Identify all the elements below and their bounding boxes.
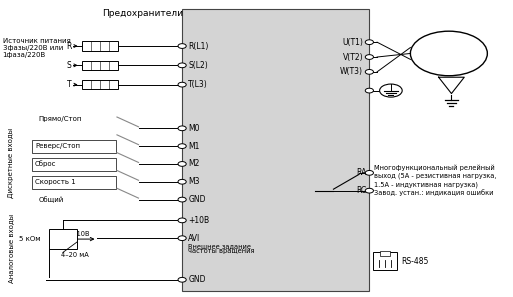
Circle shape [365,188,373,193]
Text: M2: M2 [188,159,200,168]
Text: Реверс/Стоп: Реверс/Стоп [35,143,80,149]
Text: RC: RC [357,186,367,195]
Text: M: M [443,47,455,60]
Text: Аналоговые входы: Аналоговые входы [8,214,14,282]
Circle shape [178,63,186,68]
Text: 5 кОм: 5 кОм [19,236,41,242]
Text: Многофункциональный релейный: Многофункциональный релейный [374,165,495,171]
Circle shape [178,82,186,87]
Bar [182,9,369,291]
Bar [373,252,397,270]
Text: RS-485: RS-485 [402,257,429,266]
Text: AVI: AVI [188,234,201,243]
Text: M1: M1 [188,142,200,151]
Bar [82,61,118,70]
Text: 4–20 мА: 4–20 мА [61,252,88,258]
Text: RA: RA [357,168,367,177]
Text: 0–10В: 0–10В [69,231,90,237]
Circle shape [365,55,373,59]
Text: R(L1): R(L1) [188,42,209,50]
Circle shape [178,126,186,131]
Bar [32,140,116,153]
Text: 1фаза/220В: 1фаза/220В [3,52,46,58]
Text: частоты вращения: частоты вращения [188,248,255,254]
Circle shape [178,197,186,202]
Text: Завод. устан.: индикация ошибки: Завод. устан.: индикация ошибки [374,189,494,196]
Circle shape [178,44,186,48]
Circle shape [365,88,373,93]
Bar [82,41,118,51]
Circle shape [178,179,186,184]
Text: T(L3): T(L3) [188,80,208,89]
Text: Сброс: Сброс [35,161,56,167]
Circle shape [178,144,186,148]
Circle shape [365,69,373,74]
Circle shape [178,162,186,166]
Text: Общий: Общий [38,196,64,203]
Circle shape [380,84,402,97]
Text: Внешнее задание: Внешнее задание [188,243,251,249]
Bar [82,80,118,89]
Bar [32,176,116,189]
Circle shape [365,40,373,45]
Text: GND: GND [188,195,206,204]
Bar [380,251,389,256]
Text: M3: M3 [188,177,200,186]
Bar [32,158,116,171]
Text: W(T3): W(T3) [340,67,363,76]
Text: R: R [67,42,72,50]
Text: +10В: +10В [188,216,209,225]
Text: 1.5А - индуктивная нагрузка): 1.5А - индуктивная нагрузка) [374,181,479,188]
Circle shape [178,236,186,241]
Text: S: S [67,61,72,70]
Text: Источник питания: Источник питания [3,38,70,44]
Text: Прямо/Стоп: Прямо/Стоп [38,116,82,122]
Circle shape [178,277,186,282]
Circle shape [178,218,186,223]
Text: U(T1): U(T1) [342,38,363,47]
Text: M0: M0 [188,124,200,133]
Text: Дискретные входы: Дискретные входы [8,128,14,198]
Circle shape [365,170,373,175]
Text: T: T [67,80,72,89]
Text: Предохранители: Предохранители [102,9,183,18]
Circle shape [410,31,487,76]
Bar [49,229,77,249]
Text: S(L2): S(L2) [188,61,208,70]
Text: Скорость 1: Скорость 1 [35,179,75,185]
Text: 3фазы/220В или: 3фазы/220В или [3,45,63,51]
Text: V(T2): V(T2) [343,53,363,61]
Text: GND: GND [188,275,206,284]
Text: выход (5А - резистивная нагрузка,: выход (5А - резистивная нагрузка, [374,173,497,179]
